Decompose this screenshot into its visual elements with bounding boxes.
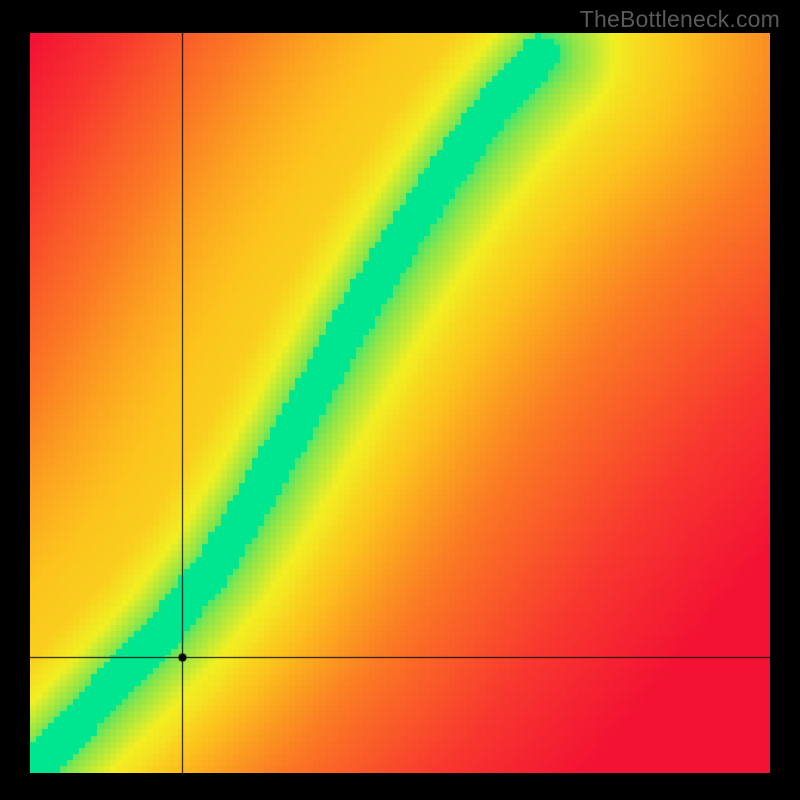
bottleneck-heatmap (30, 33, 770, 773)
watermark-text: TheBottleneck.com (580, 6, 780, 33)
